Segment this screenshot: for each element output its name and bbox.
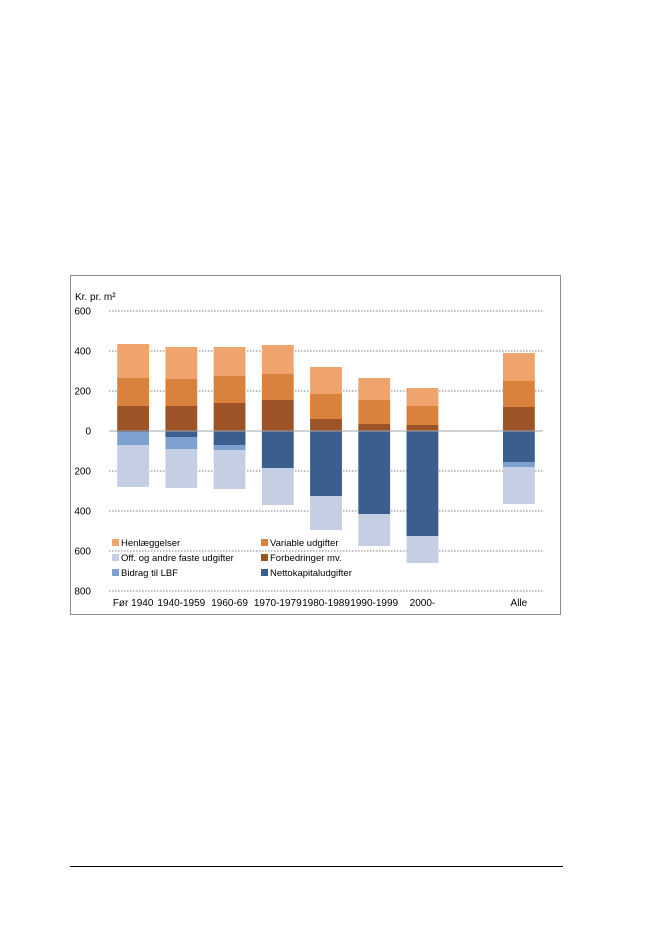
legend-swatch bbox=[261, 539, 268, 546]
legend-label: Bidrag til LBF bbox=[121, 568, 178, 579]
bar-segment bbox=[117, 445, 150, 487]
bar-segment bbox=[165, 379, 198, 406]
bar-segment bbox=[213, 431, 246, 445]
bar-segment bbox=[310, 367, 342, 394]
y-tick-label: 200 bbox=[74, 387, 91, 398]
bar-segment bbox=[502, 431, 535, 462]
legend-swatch bbox=[261, 554, 268, 561]
legend-swatch bbox=[112, 569, 119, 576]
y-tick-label: 600 bbox=[74, 547, 91, 558]
bar-segment bbox=[213, 376, 246, 403]
legend: Henlæggelser Variable udgifter Off. og and… bbox=[112, 538, 352, 579]
bar-segment bbox=[310, 431, 342, 496]
bar-segment bbox=[358, 378, 391, 400]
x-tick-label: Alle bbox=[511, 598, 528, 609]
bar-segment bbox=[502, 353, 535, 381]
bar-segment bbox=[502, 467, 535, 504]
y-axis-title: Kr. pr. m² bbox=[75, 292, 116, 303]
x-tick-label: 2000- bbox=[410, 598, 436, 609]
y-tick-label: 200 bbox=[74, 467, 91, 478]
x-tick-label: 1980-1989 bbox=[302, 598, 350, 609]
bar-segment bbox=[502, 381, 535, 407]
legend-label: Off. og andre faste udgifter bbox=[121, 553, 234, 564]
y-tick-label: 400 bbox=[74, 347, 91, 358]
chart-frame: Kr. pr. m² 600 400 200 0 200 400 600 800 Før 19… bbox=[70, 275, 561, 615]
bar-segment bbox=[213, 347, 246, 376]
y-tick-label: 800 bbox=[74, 587, 91, 598]
bar-segment bbox=[213, 403, 246, 431]
bar-segment bbox=[406, 425, 439, 431]
bar-segment bbox=[310, 419, 342, 431]
bar-segment bbox=[406, 536, 439, 563]
bar-segment bbox=[261, 374, 294, 400]
bar-segment bbox=[165, 406, 198, 431]
bar-segment bbox=[358, 431, 391, 514]
bar-segment bbox=[261, 400, 294, 431]
y-tick-labels: 600 400 200 0 200 400 600 800 bbox=[74, 307, 91, 598]
x-tick-labels: Før 1940 1940-1959 1960-69 1970-1979 1980-19… bbox=[113, 598, 528, 609]
bar-segment bbox=[117, 378, 150, 406]
bar-segment bbox=[165, 347, 198, 379]
legend-swatch bbox=[112, 539, 119, 546]
bar-segment bbox=[406, 388, 439, 406]
bar-segment bbox=[358, 400, 391, 424]
bar-segment bbox=[406, 406, 439, 425]
y-tick-label: 400 bbox=[74, 507, 91, 518]
bar-segment bbox=[165, 437, 198, 449]
legend-label: Forbedringer mv. bbox=[270, 553, 342, 564]
legend-label: Nettokapitaludgifter bbox=[270, 568, 352, 579]
bar-segment bbox=[310, 496, 342, 530]
bar-segment bbox=[117, 406, 150, 431]
y-tick-label: 600 bbox=[74, 307, 91, 318]
bar-segment bbox=[213, 450, 246, 489]
legend-label: Henlæggelser bbox=[121, 538, 180, 549]
bar-segment bbox=[310, 394, 342, 419]
stacked-bar-chart: Kr. pr. m² 600 400 200 0 200 400 600 800 Før 19… bbox=[74, 292, 543, 609]
x-tick-label: 1940-1959 bbox=[157, 598, 205, 609]
bars bbox=[117, 344, 535, 563]
bar-segment bbox=[261, 345, 294, 374]
legend-label: Variable udgifter bbox=[270, 538, 338, 549]
bar-segment bbox=[117, 432, 150, 445]
x-tick-label: 1990-1999 bbox=[350, 598, 398, 609]
legend-swatch bbox=[112, 554, 119, 561]
bar-segment bbox=[502, 462, 535, 467]
bar-segment bbox=[213, 445, 246, 450]
bar-segment bbox=[165, 431, 198, 437]
bar-segment bbox=[406, 431, 439, 536]
legend-swatch bbox=[261, 569, 268, 576]
bar-segment bbox=[165, 449, 198, 488]
bar-segment bbox=[502, 407, 535, 431]
bar-segment bbox=[261, 468, 294, 505]
x-tick-label: Før 1940 bbox=[113, 598, 154, 609]
bar-segment bbox=[358, 514, 391, 546]
bar-segment bbox=[117, 344, 150, 378]
footer-rule bbox=[70, 866, 563, 867]
bar-segment bbox=[261, 431, 294, 468]
bar-segment bbox=[358, 424, 391, 431]
y-tick-label: 0 bbox=[85, 427, 91, 438]
x-tick-label: 1960-69 bbox=[211, 598, 248, 609]
x-tick-label: 1970-1979 bbox=[254, 598, 302, 609]
